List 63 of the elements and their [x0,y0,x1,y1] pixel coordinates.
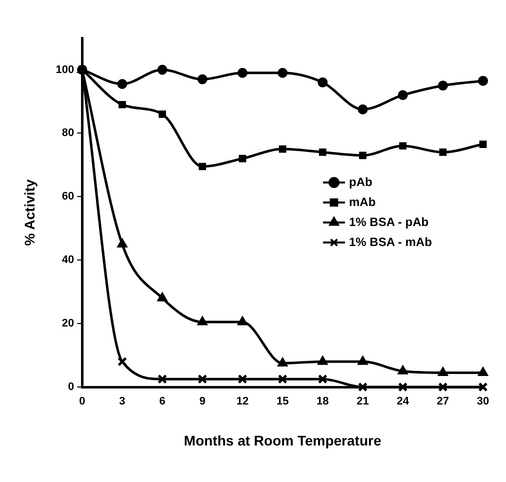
point [358,104,368,114]
point [278,145,286,153]
x-tick-label: 6 [159,396,166,408]
x-tick-label: 9 [199,396,206,408]
point [238,374,248,384]
point [116,238,128,248]
point [117,79,128,90]
point [358,382,368,392]
x-tick-label: 21 [356,396,369,408]
point [238,154,246,162]
point [359,152,366,160]
legend-label: 1% BSA - mAb [349,234,432,249]
y-axis-title: % Activity [21,179,38,246]
point [277,357,288,366]
x-tick-label: 3 [119,396,126,408]
point [398,90,408,100]
point [197,74,208,84]
point [479,140,487,148]
point [197,316,208,326]
point [198,374,208,384]
point [399,142,407,150]
point [318,77,328,88]
legend-label: mAb [349,194,376,209]
legend-label: pAb [349,174,372,189]
x-tick-label: 18 [316,396,329,408]
x-tick-label: 30 [476,396,490,408]
legend-label: 1% BSA - pAb [349,214,429,229]
point [318,374,328,384]
point [438,366,448,376]
y-tick-label: 100 [56,64,74,76]
point [118,100,126,108]
x-tick-label: 0 [79,396,86,408]
point [317,356,328,365]
point [198,162,206,170]
point [478,366,488,376]
point [357,356,368,365]
point [478,382,488,392]
x-tick-label: 15 [276,396,289,408]
point [237,316,248,326]
point [398,382,408,392]
point [117,356,128,366]
point [438,80,448,91]
point [158,374,168,384]
y-tick-label: 40 [62,254,74,266]
point [318,148,326,156]
point [237,68,248,78]
point [158,110,166,118]
y-tick-label: 60 [62,190,74,203]
point [157,292,168,302]
point [439,148,447,156]
x-axis-title: Months at Room Temperature [184,432,382,448]
x-tick-label: 27 [436,396,450,408]
point [478,76,488,86]
point [278,374,288,384]
x-tick-label: 12 [236,396,249,408]
point [398,365,408,374]
point [278,68,288,78]
y-tick-label: 0 [68,381,74,394]
point [438,382,448,392]
y-tick-label: 80 [62,127,74,140]
x-tick-label: 24 [396,396,410,408]
y-tick-label: 20 [62,318,74,330]
point [157,64,168,75]
